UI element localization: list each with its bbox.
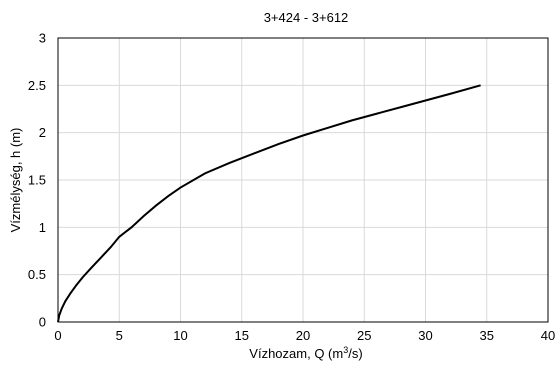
- series-line: [57, 84, 481, 323]
- y-tick-label: 0: [39, 315, 46, 330]
- grid: [58, 38, 548, 322]
- x-tick-label: 25: [357, 328, 371, 343]
- x-tick-label: 35: [480, 328, 494, 343]
- x-tick-label: 0: [54, 328, 61, 343]
- x-tick-label: 30: [418, 328, 432, 343]
- y-tick-label: 1.5: [28, 173, 46, 188]
- x-axis-title: Vízhozam, Q (m3/s): [249, 345, 362, 361]
- y-tick-label: 1: [39, 220, 46, 235]
- chart-title: 3+424 - 3+612: [264, 10, 349, 25]
- plot-area: [57, 37, 549, 323]
- x-tick-label: 10: [173, 328, 187, 343]
- x-tick-label: 40: [541, 328, 555, 343]
- y-tick-label: 2.5: [28, 78, 46, 93]
- y-axis: 0 0.5 1 1.5 2 2.5 3: [28, 31, 46, 330]
- x-tick-label: 20: [296, 328, 310, 343]
- x-tick-label: 15: [235, 328, 249, 343]
- y-tick-label: 0.5: [28, 267, 46, 282]
- y-tick-label: 2: [39, 125, 46, 140]
- y-tick-label: 3: [39, 31, 46, 46]
- y-axis-title: Vízmélység, h (m): [8, 128, 23, 233]
- x-axis: 0 5 10 15 20 25 30 35 40: [54, 328, 555, 343]
- x-tick-label: 5: [116, 328, 123, 343]
